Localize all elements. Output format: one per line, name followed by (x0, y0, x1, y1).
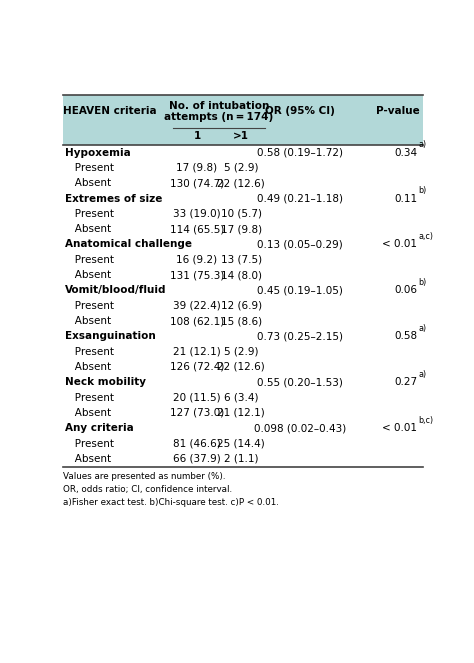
Text: Absent: Absent (65, 316, 111, 326)
Text: 0.58 (0.19–1.72): 0.58 (0.19–1.72) (257, 148, 343, 158)
Text: Present: Present (65, 438, 114, 449)
Text: HEAVEN criteria: HEAVEN criteria (64, 107, 157, 117)
Text: 1: 1 (193, 131, 201, 141)
Text: Present: Present (65, 163, 114, 173)
Text: 17 (9.8): 17 (9.8) (220, 224, 262, 234)
Text: 22 (12.6): 22 (12.6) (217, 178, 265, 188)
Text: Present: Present (65, 209, 114, 219)
Text: Any criteria: Any criteria (65, 423, 134, 433)
Text: 131 (75.3): 131 (75.3) (170, 270, 224, 280)
Text: 5 (2.9): 5 (2.9) (224, 163, 258, 173)
Text: 0.49 (0.21–1.18): 0.49 (0.21–1.18) (257, 194, 343, 204)
Text: Neck mobility: Neck mobility (65, 377, 146, 387)
Text: OR, odds ratio; CI, confidence interval.: OR, odds ratio; CI, confidence interval. (64, 485, 232, 494)
Text: Absent: Absent (65, 270, 111, 280)
Text: 39 (22.4): 39 (22.4) (173, 301, 221, 311)
Text: 0.11: 0.11 (394, 194, 418, 204)
Text: 17 (9.8): 17 (9.8) (176, 163, 218, 173)
Text: < 0.01: < 0.01 (383, 239, 418, 249)
Text: 0.73 (0.25–2.15): 0.73 (0.25–2.15) (257, 332, 343, 341)
Text: a): a) (418, 324, 426, 333)
Text: Extremes of size: Extremes of size (65, 194, 162, 204)
Text: a)Fisher exact test. b)Chi-square test. c)P < 0.01.: a)Fisher exact test. b)Chi-square test. … (64, 498, 279, 507)
Text: 13 (7.5): 13 (7.5) (220, 255, 262, 265)
Text: >1: >1 (233, 131, 249, 141)
Text: Present: Present (65, 255, 114, 265)
Text: No. of intubation
attempts (n = 174): No. of intubation attempts (n = 174) (164, 101, 273, 122)
Text: a): a) (418, 370, 426, 379)
Text: 0.13 (0.05–0.29): 0.13 (0.05–0.29) (257, 239, 343, 249)
Text: Present: Present (65, 392, 114, 402)
Text: 114 (65.5): 114 (65.5) (170, 224, 224, 234)
Text: 15 (8.6): 15 (8.6) (220, 316, 262, 326)
Text: 108 (62.1): 108 (62.1) (170, 316, 224, 326)
Text: 130 (74.7): 130 (74.7) (170, 178, 224, 188)
Text: 14 (8.0): 14 (8.0) (220, 270, 262, 280)
Text: OR (95% CI): OR (95% CI) (265, 107, 335, 117)
Text: 0.06: 0.06 (394, 285, 418, 296)
Text: 0.098 (0.02–0.43): 0.098 (0.02–0.43) (254, 423, 346, 433)
Text: 25 (14.4): 25 (14.4) (217, 438, 265, 449)
Text: 126 (72.4): 126 (72.4) (170, 362, 224, 372)
Text: 0.45 (0.19–1.05): 0.45 (0.19–1.05) (257, 285, 343, 296)
Text: b,c): b,c) (418, 416, 433, 425)
Text: 0.58: 0.58 (394, 332, 418, 341)
Text: a,c): a,c) (418, 232, 433, 241)
Text: 2 (1.1): 2 (1.1) (224, 454, 258, 464)
Text: Anatomical challenge: Anatomical challenge (65, 239, 192, 249)
Text: P-value: P-value (375, 107, 419, 117)
Text: Absent: Absent (65, 454, 111, 464)
Text: 20 (11.5): 20 (11.5) (173, 392, 221, 402)
Text: 0.27: 0.27 (394, 377, 418, 387)
Text: 5 (2.9): 5 (2.9) (224, 347, 258, 357)
Text: 21 (12.1): 21 (12.1) (173, 347, 221, 357)
Text: 21 (12.1): 21 (12.1) (217, 408, 265, 418)
Text: 81 (46.6): 81 (46.6) (173, 438, 221, 449)
Text: Absent: Absent (65, 362, 111, 372)
Text: 6 (3.4): 6 (3.4) (224, 392, 258, 402)
Text: Present: Present (65, 301, 114, 311)
Text: 16 (9.2): 16 (9.2) (176, 255, 218, 265)
Text: Absent: Absent (65, 224, 111, 234)
Text: Exsanguination: Exsanguination (65, 332, 155, 341)
Text: b): b) (418, 186, 427, 195)
Text: b): b) (418, 278, 427, 287)
Text: < 0.01: < 0.01 (383, 423, 418, 433)
Text: 12 (6.9): 12 (6.9) (220, 301, 262, 311)
Text: Vomit/blood/fluid: Vomit/blood/fluid (65, 285, 166, 296)
Text: Absent: Absent (65, 408, 111, 418)
Text: Hypoxemia: Hypoxemia (65, 148, 130, 158)
Text: Present: Present (65, 347, 114, 357)
Text: 33 (19.0): 33 (19.0) (173, 209, 221, 219)
Text: 10 (5.7): 10 (5.7) (220, 209, 262, 219)
FancyBboxPatch shape (63, 95, 423, 145)
Text: 22 (12.6): 22 (12.6) (217, 362, 265, 372)
Text: 127 (73.0): 127 (73.0) (170, 408, 224, 418)
Text: Values are presented as number (%).: Values are presented as number (%). (64, 471, 226, 481)
Text: 0.55 (0.20–1.53): 0.55 (0.20–1.53) (257, 377, 343, 387)
Text: 66 (37.9): 66 (37.9) (173, 454, 221, 464)
Text: 0.34: 0.34 (394, 148, 418, 158)
Text: a): a) (418, 140, 426, 149)
Text: Absent: Absent (65, 178, 111, 188)
